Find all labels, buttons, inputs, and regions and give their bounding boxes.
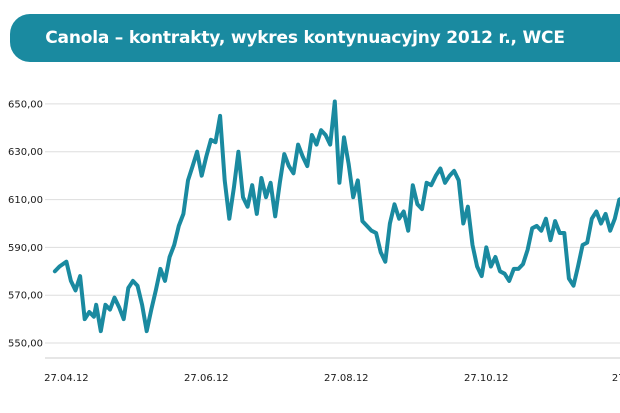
y-tick-label: 650,00 [8,99,43,110]
x-tick-label: 27.12 [612,373,620,384]
y-tick-label: 570,00 [8,291,43,302]
x-tick-label: 27.06.12 [184,373,229,384]
series-line [52,99,620,334]
x-tick-label: 27.08.12 [324,373,369,384]
y-tick-label: 610,00 [8,195,43,206]
y-tick-label: 550,00 [8,339,43,350]
x-tick-label: 27.10.12 [464,373,509,384]
y-tick-label: 590,00 [8,243,43,254]
y-tick-label: 630,00 [8,147,43,158]
chart-title-bar: Canola – kontrakty, wykres kontynuacyjny… [10,14,620,62]
x-tick-label: 27.04.12 [44,373,89,384]
chart-title: Canola – kontrakty, wykres kontynuacyjny… [45,28,565,48]
